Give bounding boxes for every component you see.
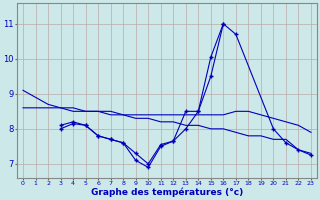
X-axis label: Graphe des températures (°c): Graphe des températures (°c) xyxy=(91,188,243,197)
